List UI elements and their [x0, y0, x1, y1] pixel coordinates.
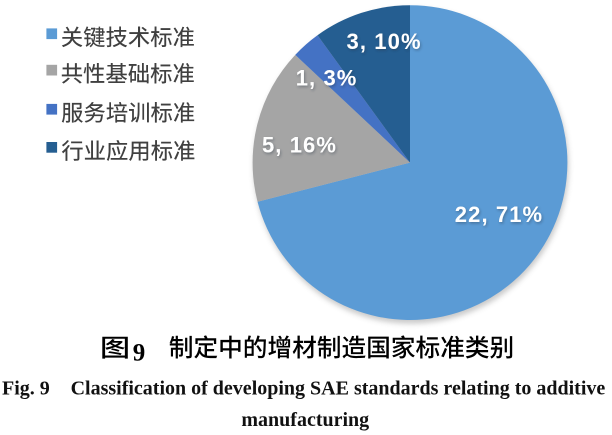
svg-text:3, 10%: 3, 10% — [347, 29, 422, 54]
svg-text:Fig. 9: Fig. 9 — [2, 377, 50, 399]
svg-text:5, 16%: 5, 16% — [262, 133, 337, 158]
svg-text:Classification of developing S: Classification of developing SAE standar… — [71, 377, 606, 399]
svg-text:9: 9 — [133, 340, 146, 367]
svg-text:1, 3%: 1, 3% — [296, 66, 358, 91]
svg-text:manufacturing: manufacturing — [241, 409, 369, 431]
svg-text:22, 71%: 22, 71% — [455, 202, 543, 227]
